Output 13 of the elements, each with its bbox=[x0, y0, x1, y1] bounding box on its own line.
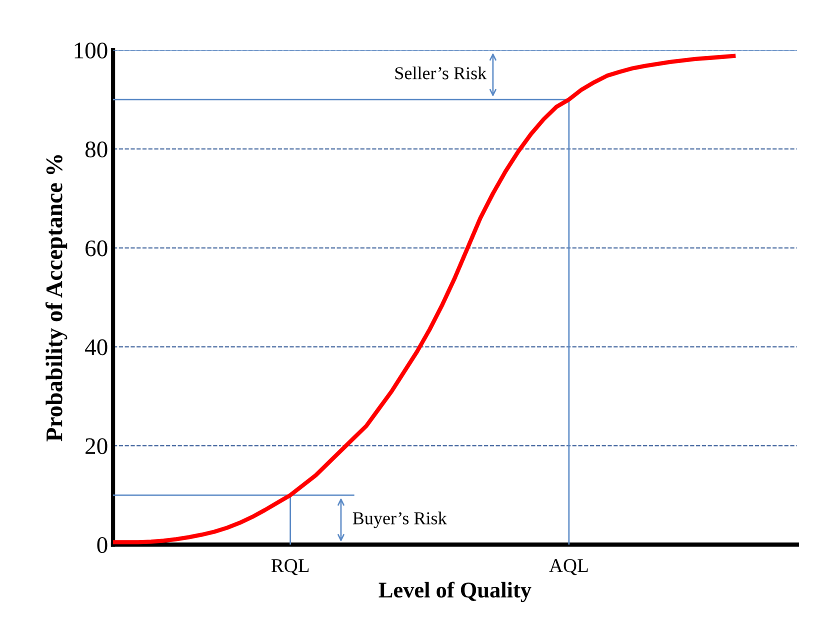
y-tick-label: 40 bbox=[85, 339, 108, 356]
y-tick-label: 100 bbox=[74, 42, 108, 59]
x-tick-label: AQL bbox=[549, 559, 588, 576]
line-series bbox=[113, 54, 736, 544]
y-tick-label: 80 bbox=[85, 141, 108, 158]
x-tick-label: RQL bbox=[271, 559, 309, 576]
y-tick-label: 0 bbox=[97, 537, 108, 554]
y-axis-title: Probability of Acceptance % bbox=[45, 155, 68, 442]
x-axis-title: Level of Quality bbox=[378, 582, 532, 602]
y-tick-label: 60 bbox=[86, 240, 108, 256]
annotation: Seller’s Risk bbox=[395, 66, 487, 80]
y-tick-label: 20 bbox=[86, 438, 108, 454]
annotation: Buyer’s Risk bbox=[352, 512, 447, 528]
